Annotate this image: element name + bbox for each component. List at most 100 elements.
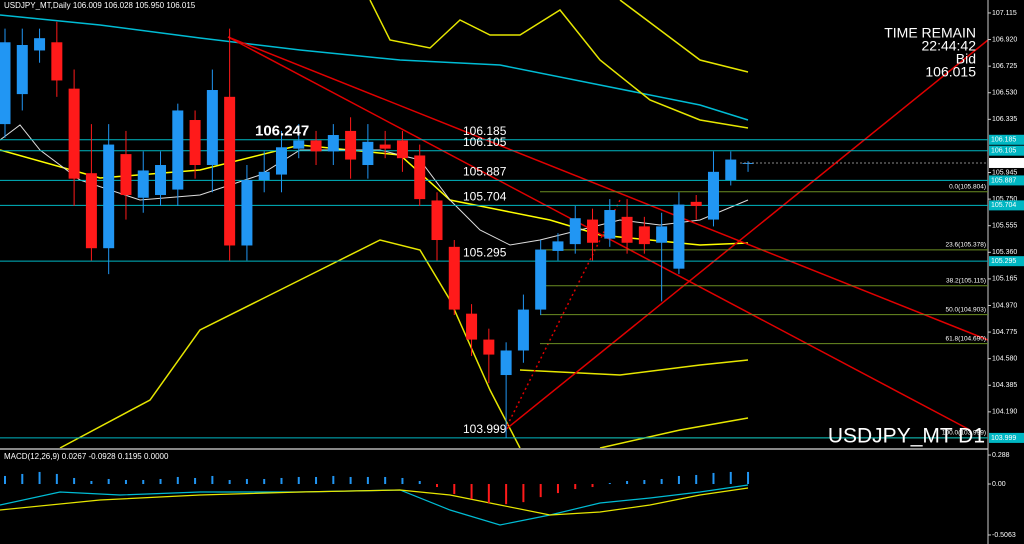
fib-label: 50.0(104.903)	[946, 306, 986, 313]
candle-body	[327, 135, 339, 152]
band-upper-2	[619, 0, 749, 73]
macd-bar	[677, 475, 680, 485]
macd-bar	[712, 472, 715, 485]
candle-body	[448, 246, 460, 310]
macd-bar	[366, 476, 369, 485]
candle-body	[621, 216, 633, 243]
macd-bar	[73, 477, 76, 485]
candle-body	[604, 210, 616, 239]
candle-body	[172, 110, 184, 190]
macd-line	[0, 484, 749, 526]
macd-bar	[436, 484, 438, 488]
macd-bar	[159, 478, 162, 485]
candle-body	[396, 140, 408, 159]
candle-body	[16, 45, 28, 95]
macd-bar	[729, 471, 732, 485]
candle-body	[656, 226, 668, 243]
candle-body	[466, 313, 478, 340]
y-tick-label: 105.555	[992, 223, 1017, 230]
macd-bar	[107, 478, 110, 485]
level-box-label: 106.185	[991, 137, 1016, 144]
macd-bar	[384, 476, 387, 485]
level-box	[989, 200, 1024, 211]
candle-body	[275, 147, 287, 175]
candle-body	[690, 201, 702, 206]
candle-body	[137, 170, 149, 198]
candle-body	[638, 226, 650, 245]
macd-bar	[453, 484, 456, 495]
y-tick-label: 106.920	[992, 36, 1017, 43]
y-tick-label: 0.00	[992, 481, 1006, 488]
y-tick-label: 105.945	[992, 169, 1017, 176]
fib-label: 0.0(105.804)	[949, 183, 986, 190]
candle-body	[379, 144, 391, 149]
macd-bar	[263, 478, 266, 485]
macd-bar	[228, 479, 231, 485]
symbol-info: USDJPY_MT,Daily 106.009 106.028 105.950 …	[4, 1, 196, 10]
candle-body	[258, 171, 270, 181]
indicator-lines	[0, 0, 989, 449]
y-tick-label: 104.580	[992, 356, 1017, 363]
macd-lines	[0, 484, 749, 526]
macd-bar	[539, 484, 542, 498]
candle-body	[414, 155, 426, 200]
level-box	[989, 175, 1024, 186]
high-label: 106.247	[255, 122, 309, 139]
candle-body	[483, 339, 495, 355]
y-tick-label: 105.750	[992, 196, 1017, 203]
macd-bar	[90, 480, 93, 485]
macd-bar	[211, 475, 214, 485]
timer-time: 22:44:42	[922, 38, 977, 54]
y-tick-label: 104.970	[992, 302, 1017, 309]
candle-body	[552, 241, 564, 251]
trend-line	[504, 39, 989, 431]
macd-bar	[470, 484, 473, 500]
y-tick-label: 106.335	[992, 116, 1017, 123]
level-box	[989, 145, 1024, 156]
level-label: 105.704	[463, 190, 507, 204]
bid-value: 106.015	[925, 64, 976, 80]
bid-label: Bid	[956, 51, 976, 67]
ma-cyan	[0, 14, 749, 121]
macd-bar	[38, 471, 41, 485]
candle-body	[293, 140, 305, 149]
y-tick-label: 105.360	[992, 249, 1017, 256]
level-box-label: 106.105	[991, 148, 1016, 155]
macd-bar	[349, 476, 352, 485]
y-tick-label: 0.288	[992, 452, 1010, 459]
band-lower-3	[599, 417, 749, 449]
candle-body	[362, 141, 374, 166]
candle-body	[707, 171, 719, 220]
macd-bar	[176, 476, 179, 485]
candle-body	[725, 159, 737, 181]
candle-body	[224, 96, 236, 246]
macd-bar	[505, 484, 508, 505]
band-upper	[369, 0, 749, 129]
fib-label: 61.8(104.690)	[946, 335, 986, 342]
candle-body	[155, 165, 167, 196]
candle-body	[85, 173, 97, 249]
level-box-label: 105.295	[991, 258, 1016, 265]
signal-line	[0, 487, 749, 516]
candle-body	[345, 130, 357, 160]
y-tick-label: 106.725	[992, 63, 1017, 70]
macd-bar	[747, 471, 750, 485]
level-label: 106.185	[463, 124, 507, 138]
level-label: 106.105	[463, 135, 507, 149]
y-tick-label: 104.775	[992, 329, 1017, 336]
candle-body	[0, 42, 11, 125]
candle-body	[673, 204, 685, 269]
macd-bar	[21, 473, 24, 485]
candle-body	[68, 88, 80, 179]
band-lower-2	[519, 359, 749, 376]
macd-bar	[332, 475, 335, 485]
macd-bar	[556, 484, 559, 494]
macd-bar	[401, 477, 404, 485]
band-lower	[59, 239, 521, 449]
macd-label: MACD(12,26,9) 0.0267 -0.0928 0.1195 0.00…	[4, 452, 169, 461]
candle-body	[310, 140, 322, 152]
current-price-label: 106.015	[991, 160, 1016, 167]
level-label: 105.887	[463, 165, 507, 179]
